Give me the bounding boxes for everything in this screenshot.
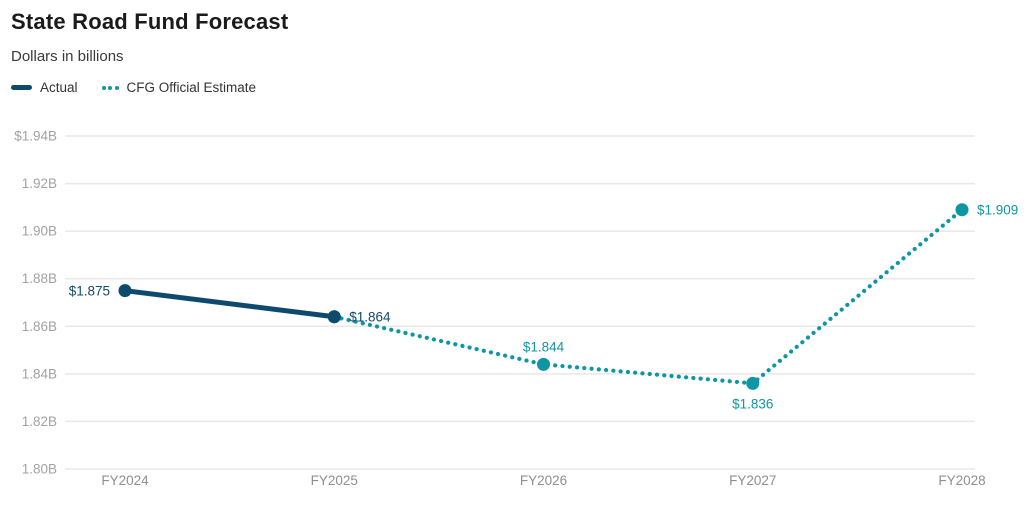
point-value-label: $1.836 [732,396,773,411]
actual-point-marker [327,310,341,324]
x-axis-tick-label: FY2028 [938,473,985,488]
y-axis-tick-label: 1.84B [22,366,57,381]
y-axis-tick-label: 1.80B [22,462,57,477]
point-value-label: $1.844 [523,339,565,354]
y-axis-tick-label: 1.90B [22,224,57,239]
x-axis-tick-label: FY2025 [311,473,358,488]
legend: Actual CFG Official Estimate [0,80,1032,95]
cfg-official-estimate-point-marker [537,357,550,371]
y-axis-tick-label: 1.86B [22,319,57,334]
estimate-dotted-swatch [101,85,119,90]
cfg-official-estimate-point-marker [746,376,760,390]
line-chart: $1.94B 1.92B 1.90B 1.88B 1.86B 1.84B 1.82B 1.80… [14,129,1018,489]
legend-label-actual: Actual [40,80,78,95]
y-axis-tick-label: $1.94B [14,129,57,144]
point-value-label: $1.875 [69,283,110,298]
legend-item-estimate: CFG Official Estimate [101,80,257,95]
legend-item-actual: Actual [11,80,78,95]
actual-line [122,288,337,320]
legend-label-estimate: CFG Official Estimate [126,80,257,95]
x-axis-tick-label: FY2027 [729,473,776,488]
point-value-label: $1.864 [349,310,391,325]
x-axis-tick-label: FY2026 [520,473,567,488]
chart-subtitle: Dollars in billions [11,48,124,65]
chart-title: State Road Fund Forecast [11,9,289,34]
cfg-official-estimate-point-marker [955,203,969,217]
y-axis-tick-label: 1.88B [22,271,57,286]
point-value-label: $1.909 [977,203,1018,218]
cfg-official-estimate-line [332,207,965,386]
actual-point-marker [118,284,132,298]
y-axis-tick-label: 1.92B [22,176,57,191]
actual-line-swatch [11,85,32,90]
y-axis-tick-label: 1.82B [22,414,57,429]
x-axis-tick-label: FY2024 [101,473,149,488]
